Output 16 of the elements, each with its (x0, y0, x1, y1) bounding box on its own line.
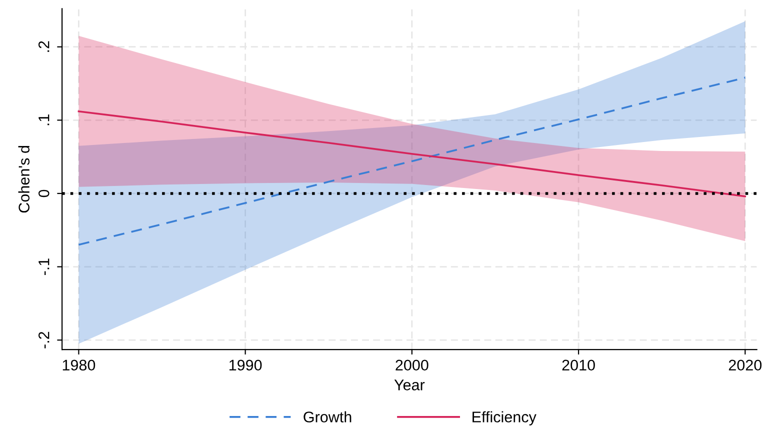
x-tick-label: 2020 (728, 360, 762, 371)
y-tick-label: -.1 (38, 258, 50, 276)
y-tick-label: .2 (38, 41, 50, 52)
legend-label: Efficiency (472, 411, 536, 426)
line-series (78, 76, 746, 246)
x-tick-label: 1980 (62, 360, 96, 371)
x-axis-title: Year (394, 380, 425, 390)
y-axis-title: Cohen's d (18, 146, 30, 213)
y-tick-label: -.2 (38, 332, 50, 348)
x-tick-label: 2010 (562, 360, 595, 371)
y-tick-label: 0 (38, 190, 50, 198)
x-tick-label: 1990 (229, 360, 262, 371)
legend-label: Growth (304, 411, 352, 422)
line-series (78, 110, 746, 198)
y-tick-label: .1 (38, 114, 50, 126)
x-tick-label: 2000 (396, 360, 428, 371)
